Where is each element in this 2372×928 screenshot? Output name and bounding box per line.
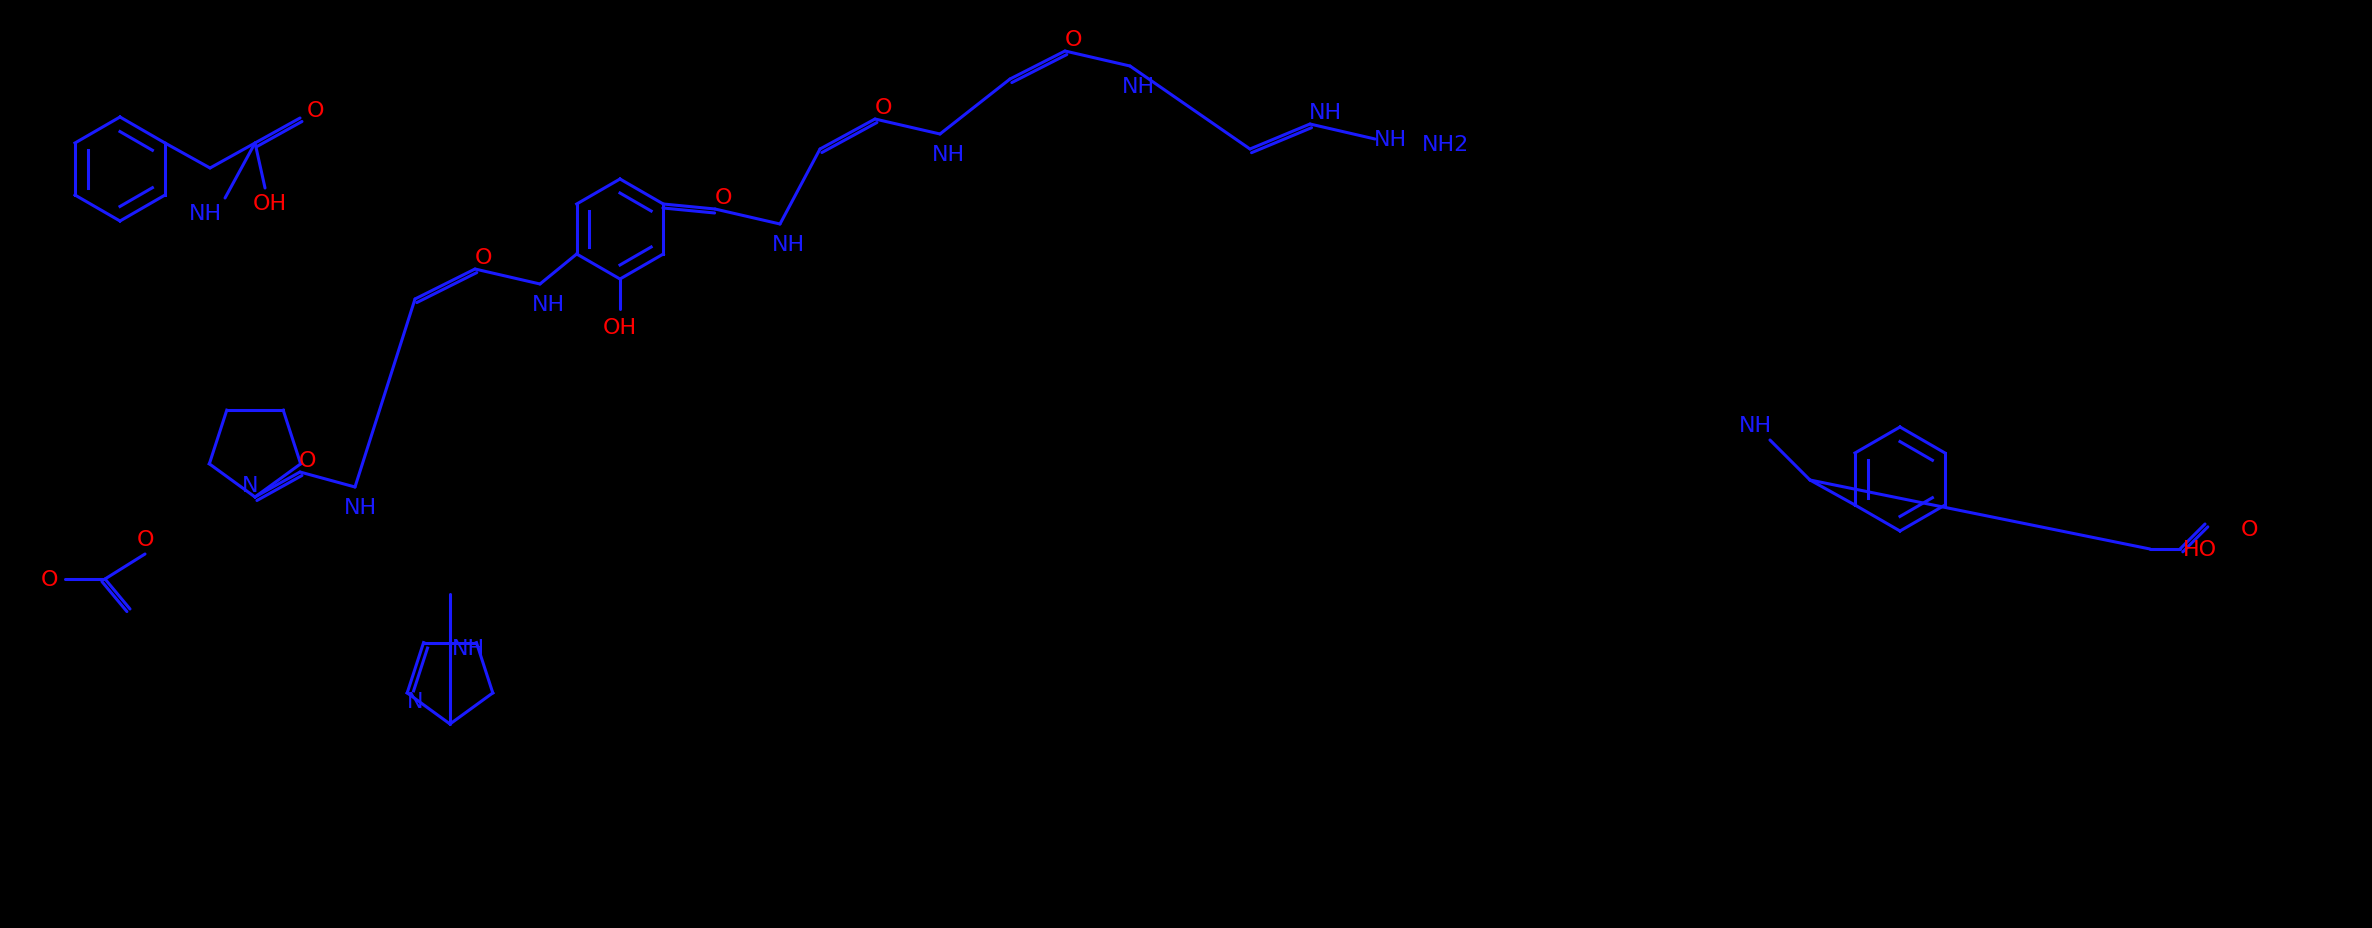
Text: O: O bbox=[714, 187, 731, 208]
Text: OH: OH bbox=[602, 317, 638, 338]
Text: NH: NH bbox=[531, 295, 565, 315]
Text: NH: NH bbox=[1739, 416, 1772, 435]
Text: O: O bbox=[306, 101, 325, 121]
Text: NH: NH bbox=[187, 204, 221, 224]
Text: NH: NH bbox=[1122, 77, 1155, 97]
Text: O: O bbox=[474, 248, 491, 267]
Text: O: O bbox=[1065, 30, 1082, 50]
Text: N: N bbox=[408, 691, 425, 711]
Text: NH: NH bbox=[1373, 130, 1407, 149]
Text: O: O bbox=[875, 97, 892, 118]
Text: NH: NH bbox=[771, 235, 804, 254]
Text: HO: HO bbox=[2182, 539, 2218, 560]
Text: NH: NH bbox=[1309, 103, 1343, 122]
Text: O: O bbox=[2242, 520, 2258, 539]
Text: NH: NH bbox=[344, 497, 377, 518]
Text: NH: NH bbox=[453, 638, 484, 658]
Text: N: N bbox=[242, 475, 259, 496]
Text: O: O bbox=[299, 450, 318, 470]
Text: O: O bbox=[135, 530, 154, 549]
Text: OH: OH bbox=[254, 194, 287, 213]
Text: NH2: NH2 bbox=[1421, 135, 1468, 155]
Text: NH: NH bbox=[932, 145, 965, 165]
Text: O: O bbox=[40, 570, 59, 589]
